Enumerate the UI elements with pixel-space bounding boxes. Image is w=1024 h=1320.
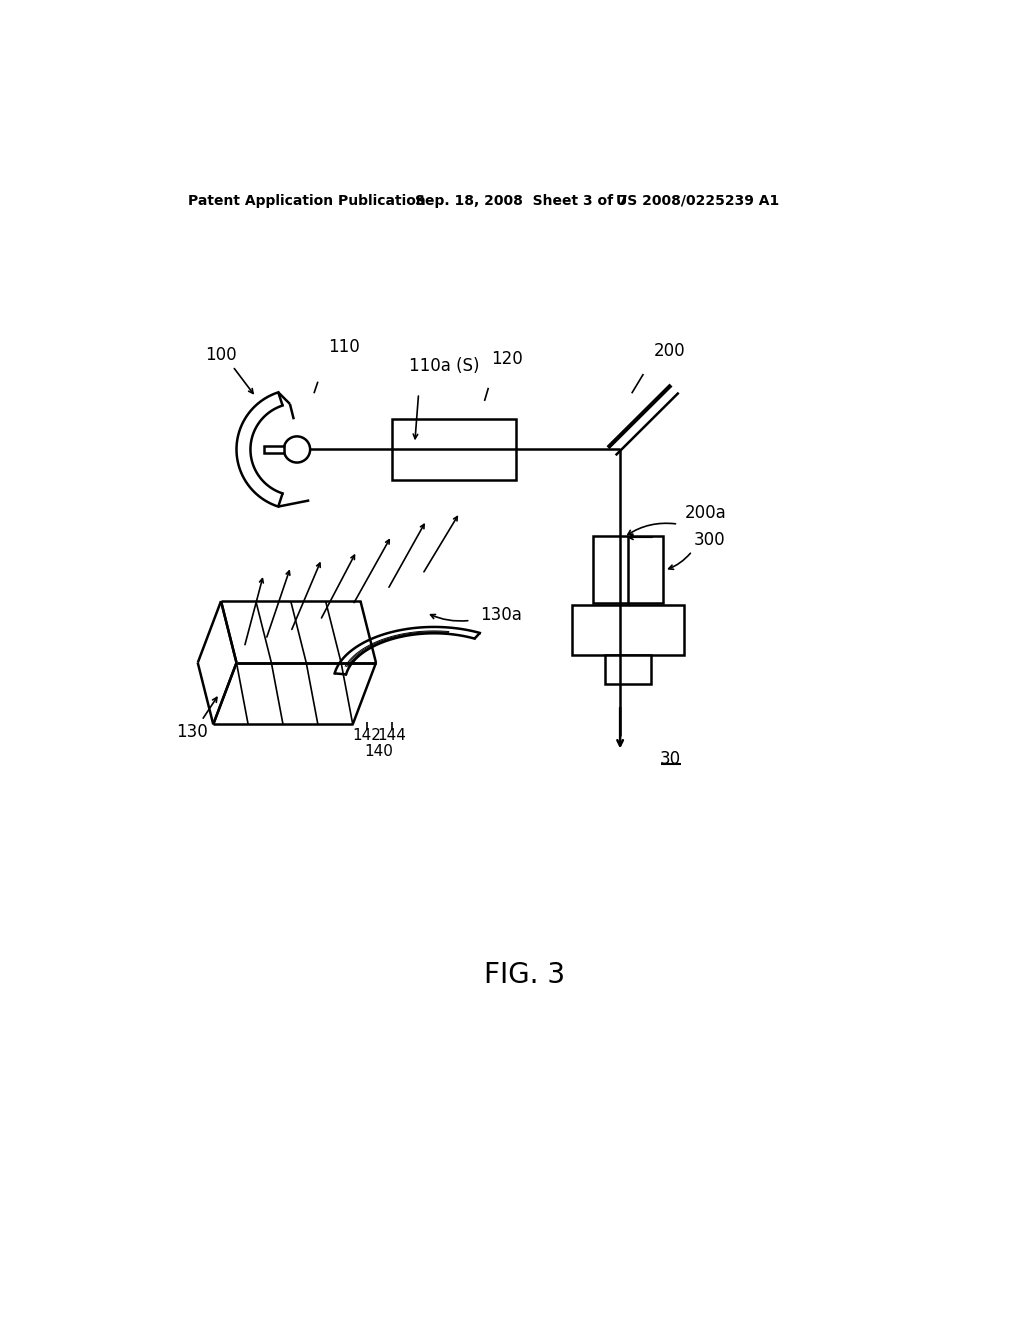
Bar [572, 605, 684, 655]
Text: 30: 30 [659, 750, 681, 768]
Text: 142: 142 [352, 729, 381, 743]
Text: 130a: 130a [480, 606, 522, 624]
Text: 200a: 200a [684, 504, 726, 521]
Text: 110a (S): 110a (S) [409, 358, 479, 375]
Text: 144: 144 [377, 729, 406, 743]
Text: 100: 100 [206, 346, 238, 364]
Text: 130: 130 [176, 723, 208, 741]
Text: 120: 120 [490, 350, 522, 367]
Text: Sep. 18, 2008  Sheet 3 of 7: Sep. 18, 2008 Sheet 3 of 7 [415, 194, 628, 207]
Bar [604, 655, 651, 684]
Bar [593, 536, 663, 603]
Text: 300: 300 [693, 531, 725, 549]
Bar [391, 418, 515, 480]
Bar [264, 446, 284, 453]
Text: 110: 110 [328, 338, 359, 356]
Text: 140: 140 [365, 743, 393, 759]
Text: FIG. 3: FIG. 3 [484, 961, 565, 989]
Text: Patent Application Publication: Patent Application Publication [188, 194, 426, 207]
Text: US 2008/0225239 A1: US 2008/0225239 A1 [616, 194, 779, 207]
Text: 200: 200 [653, 342, 685, 360]
